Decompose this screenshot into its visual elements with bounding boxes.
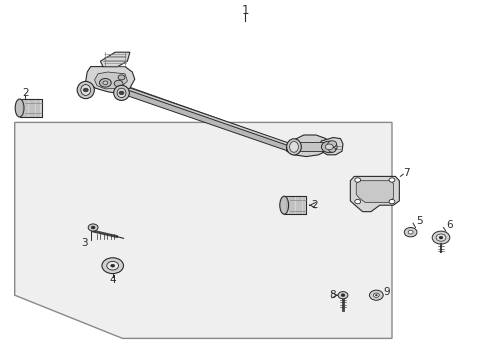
Circle shape bbox=[321, 141, 337, 153]
Polygon shape bbox=[20, 99, 42, 117]
Circle shape bbox=[99, 78, 111, 87]
Circle shape bbox=[439, 236, 443, 239]
Ellipse shape bbox=[290, 141, 298, 152]
Ellipse shape bbox=[15, 99, 24, 117]
Polygon shape bbox=[287, 135, 329, 157]
Text: 7: 7 bbox=[403, 168, 410, 178]
Circle shape bbox=[389, 178, 395, 182]
Polygon shape bbox=[321, 138, 343, 155]
Polygon shape bbox=[122, 88, 286, 149]
Circle shape bbox=[408, 230, 413, 234]
Circle shape bbox=[102, 258, 123, 274]
Circle shape bbox=[436, 234, 446, 241]
Circle shape bbox=[373, 293, 379, 297]
Polygon shape bbox=[125, 90, 290, 150]
Circle shape bbox=[111, 264, 115, 267]
Ellipse shape bbox=[287, 139, 301, 155]
Circle shape bbox=[338, 292, 348, 299]
Circle shape bbox=[369, 290, 383, 300]
Ellipse shape bbox=[117, 88, 126, 98]
Circle shape bbox=[107, 261, 119, 270]
Text: 6: 6 bbox=[446, 220, 453, 230]
Polygon shape bbox=[86, 67, 135, 94]
Circle shape bbox=[119, 91, 124, 95]
Circle shape bbox=[404, 228, 417, 237]
Circle shape bbox=[88, 224, 98, 231]
Polygon shape bbox=[294, 142, 326, 151]
Circle shape bbox=[118, 75, 125, 80]
Polygon shape bbox=[125, 87, 292, 148]
Text: 2: 2 bbox=[311, 200, 318, 210]
Circle shape bbox=[389, 199, 395, 204]
Polygon shape bbox=[15, 122, 392, 338]
Polygon shape bbox=[126, 91, 294, 152]
Circle shape bbox=[432, 231, 450, 244]
Circle shape bbox=[328, 141, 337, 147]
Ellipse shape bbox=[114, 85, 129, 100]
Circle shape bbox=[355, 199, 361, 204]
Ellipse shape bbox=[77, 81, 94, 99]
Text: 4: 4 bbox=[109, 275, 116, 285]
Ellipse shape bbox=[81, 85, 91, 95]
Polygon shape bbox=[350, 176, 399, 212]
Circle shape bbox=[329, 147, 336, 152]
Polygon shape bbox=[122, 85, 285, 145]
Text: 2: 2 bbox=[22, 88, 29, 98]
Polygon shape bbox=[95, 72, 127, 89]
Circle shape bbox=[103, 81, 108, 85]
Circle shape bbox=[83, 88, 88, 92]
Circle shape bbox=[355, 178, 361, 182]
Circle shape bbox=[91, 226, 95, 229]
Polygon shape bbox=[100, 52, 130, 67]
Polygon shape bbox=[356, 181, 393, 202]
Circle shape bbox=[375, 294, 377, 296]
Circle shape bbox=[325, 144, 333, 150]
Text: 1: 1 bbox=[241, 4, 249, 17]
Text: 9: 9 bbox=[384, 287, 391, 297]
Text: 5: 5 bbox=[416, 216, 423, 226]
Circle shape bbox=[114, 80, 123, 87]
Circle shape bbox=[341, 294, 345, 297]
Polygon shape bbox=[284, 196, 306, 214]
Text: 8: 8 bbox=[329, 290, 336, 300]
Ellipse shape bbox=[280, 196, 289, 214]
Text: 3: 3 bbox=[81, 238, 88, 248]
